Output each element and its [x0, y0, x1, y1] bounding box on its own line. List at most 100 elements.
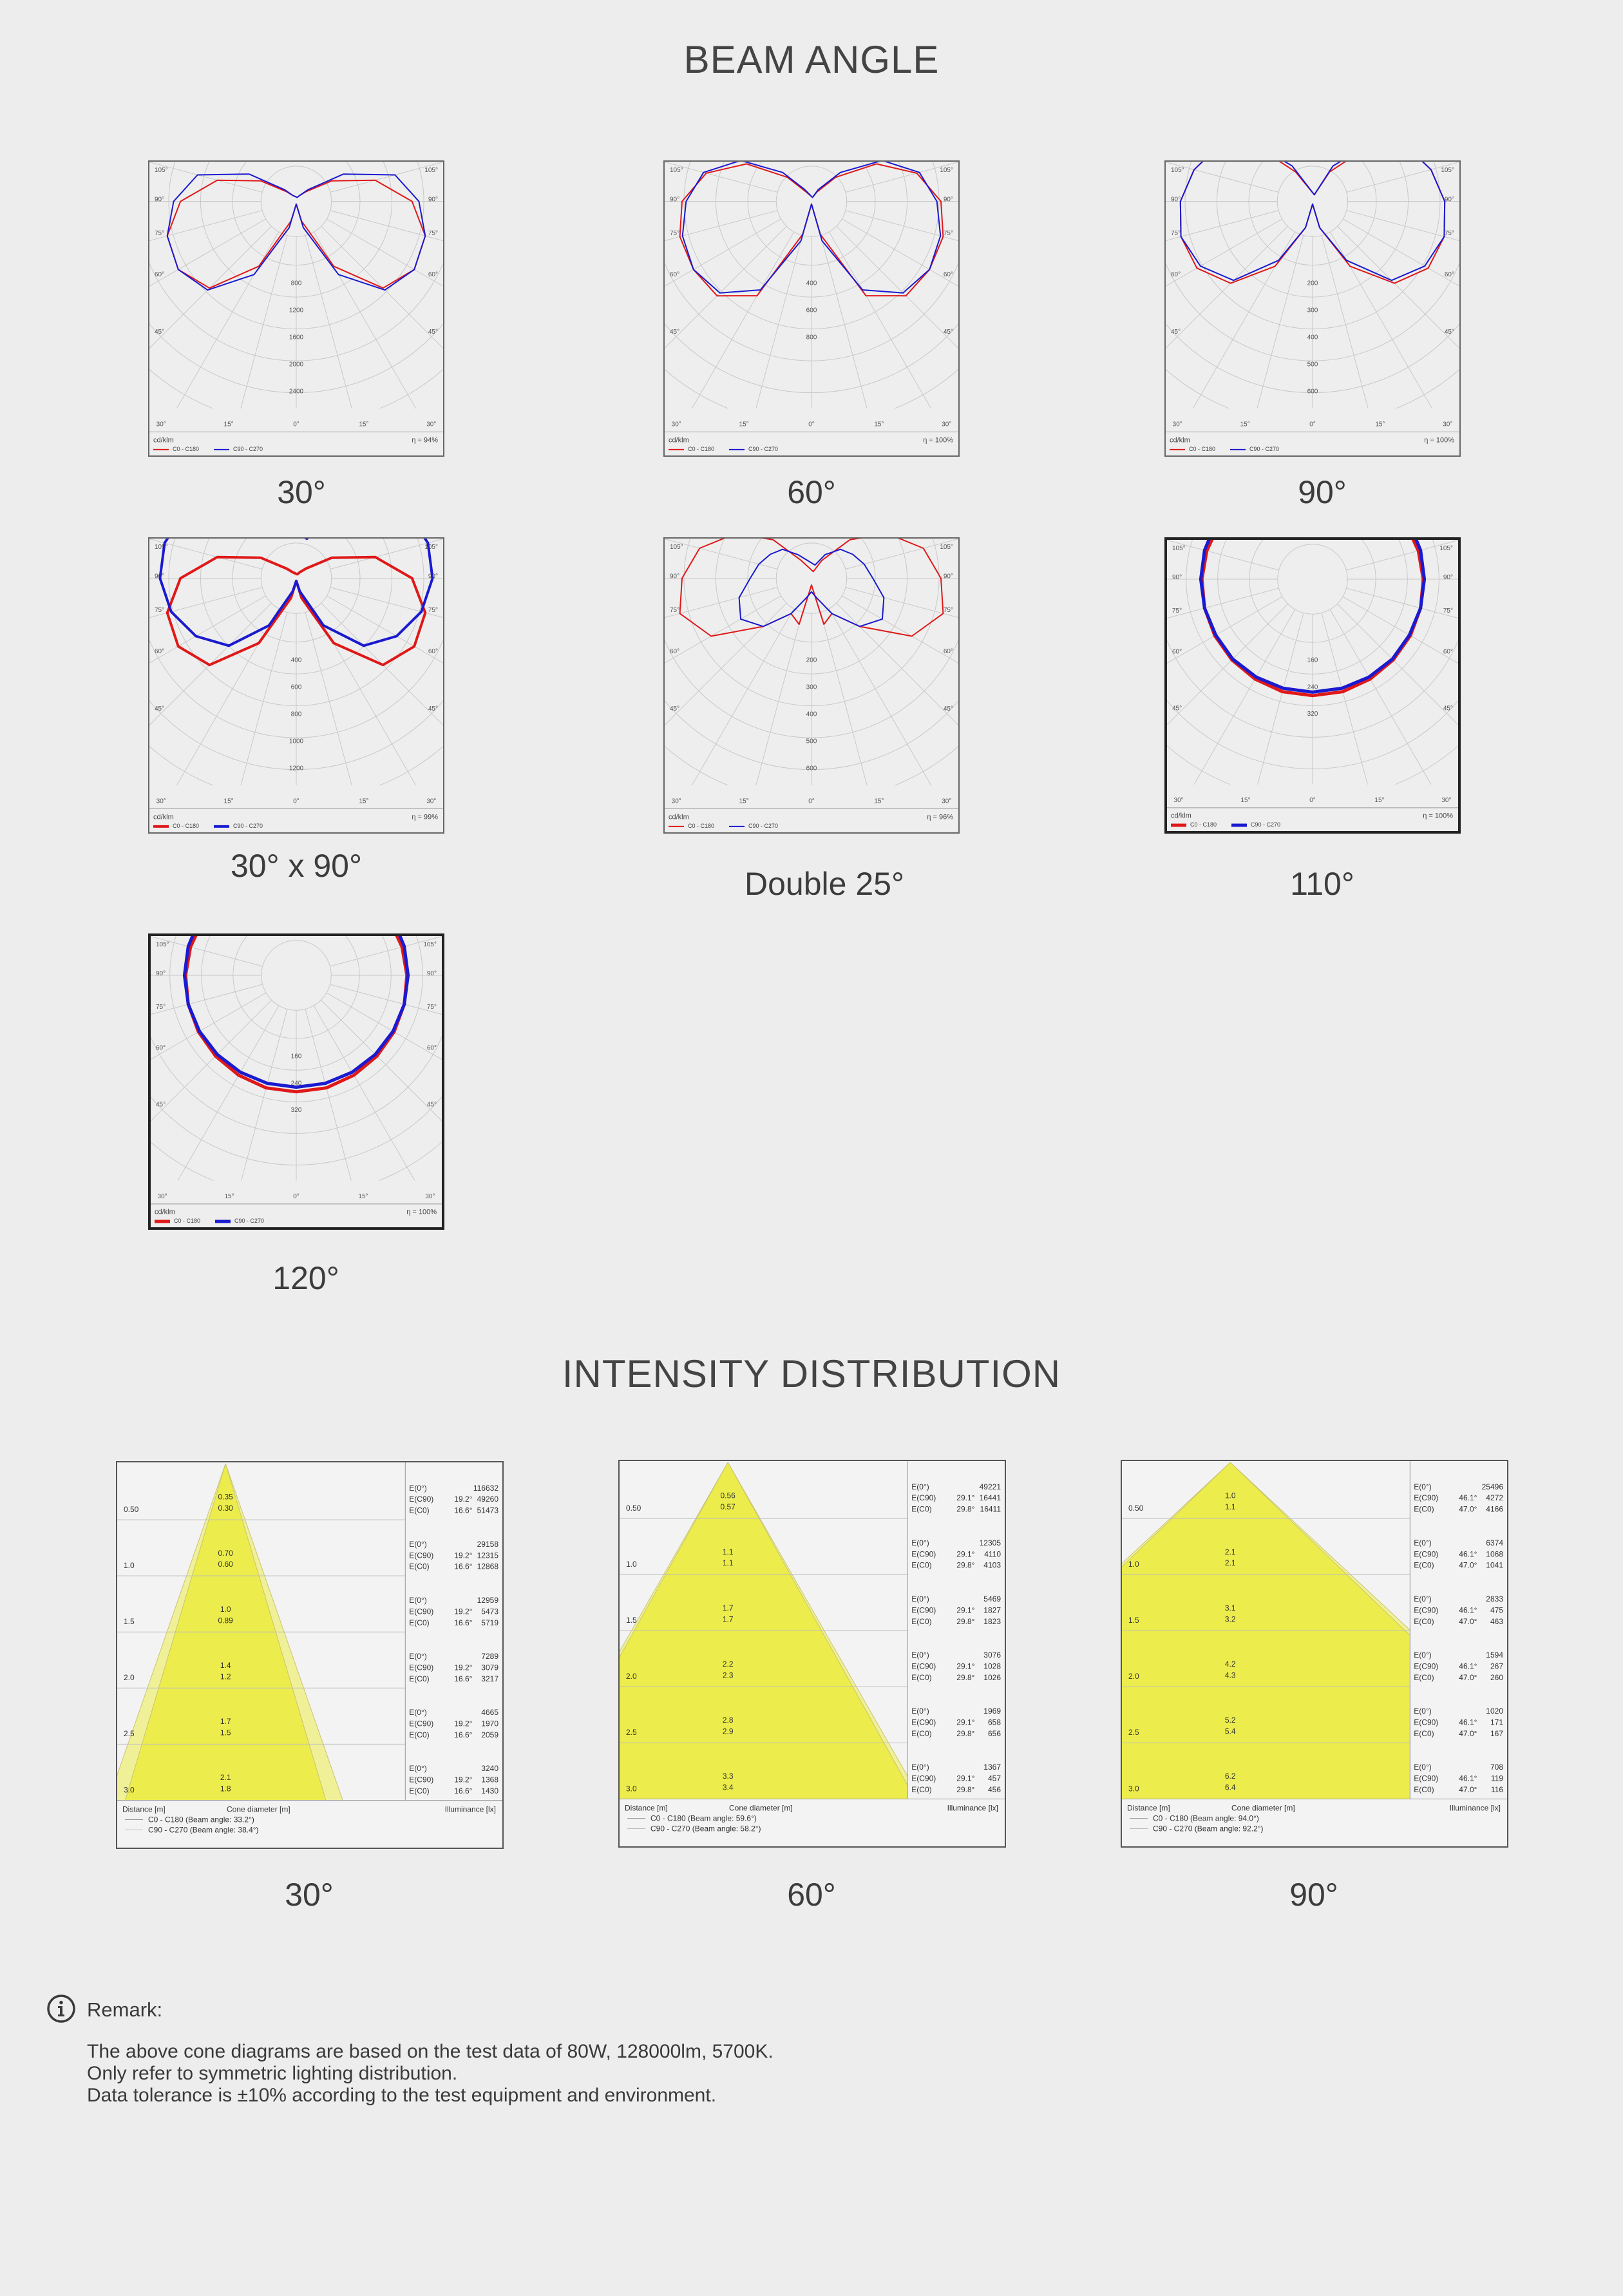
- legend-label-c90-c270: C90 - C270: [233, 446, 263, 452]
- polar-grid-spoke: [1166, 201, 1313, 242]
- polar-grid-spoke: [1167, 579, 1313, 664]
- legend-label-c0-c180: C0 - C180: [173, 823, 199, 829]
- polar-efficiency-label: η = 100%: [923, 436, 953, 444]
- cone-ec90-angle: 46.1°: [1459, 1661, 1477, 1670]
- polar-grid-spoke: [1312, 201, 1433, 409]
- cone-ec90-angle: 19.2°: [454, 1719, 472, 1728]
- polar-angle-label: 75°: [670, 607, 679, 614]
- polar-grid-spoke: [665, 578, 812, 618]
- polar-angle-label: 45°: [156, 1101, 166, 1108]
- polar-ring-label: 400: [806, 711, 817, 718]
- cone-ec0-value: 463: [1490, 1617, 1503, 1626]
- cone-diameter-c0: 2.1: [1225, 1547, 1236, 1556]
- polar-angle-label: 15°: [874, 421, 884, 428]
- remark-line: Only refer to symmetric lighting distrib…: [87, 2063, 458, 2084]
- cone-diameter-c0: 2.8: [723, 1716, 734, 1725]
- polar-angle-label: 30°: [426, 421, 436, 428]
- legend-label-c0-c180: C0 - C180: [688, 446, 714, 452]
- polar-grid-spoke: [149, 539, 297, 579]
- polar-angle-label: 15°: [1374, 797, 1384, 804]
- polar-angle-label: 60°: [1445, 271, 1454, 278]
- cone-ec0-value: 3217: [481, 1674, 498, 1683]
- cone-ec0-angle: 16.6°: [454, 1674, 472, 1683]
- polar-angle-label: 105°: [670, 544, 683, 551]
- polar-angle-label: 75°: [670, 230, 679, 237]
- polar-ring-label: 1600: [289, 334, 304, 341]
- cone-distance-label: 2.5: [626, 1728, 637, 1737]
- polar-grid-spoke: [1312, 579, 1458, 664]
- polar-diagram-60: 400 600 800 105° 105° 90° 90° 75° 75° 60° 60° 45° 45…: [663, 160, 960, 457]
- polar-grid-spoke: [811, 539, 958, 579]
- polar-grid-spoke: [811, 162, 958, 202]
- cone-e0-value: 49221: [980, 1482, 1001, 1491]
- legend-label-c0-c180: C0 - C180: [1190, 821, 1217, 828]
- cone-ec90-label: E(C90): [911, 1549, 936, 1558]
- cone-ec90-angle: 19.2°: [454, 1495, 472, 1504]
- cone-ec0-angle: 47.0°: [1459, 1561, 1477, 1570]
- polar-grid-spoke: [665, 539, 812, 579]
- polar-angle-label: 0°: [1309, 421, 1316, 428]
- cone-label-60: 60°: [787, 1877, 836, 1913]
- cone-illuminance-header: Illuminance [lx]: [947, 1803, 998, 1812]
- polar-grid-spoke: [691, 578, 812, 786]
- polar-ring-label: 300: [806, 684, 817, 691]
- cone-diameter-c90: 1.8: [220, 1784, 231, 1794]
- cone-diameter-c0: 1.7: [723, 1603, 734, 1612]
- cone-ec90-value: 475: [1490, 1605, 1503, 1614]
- polar-unit-label: cd/klm: [1171, 812, 1191, 820]
- polar-center-disc: [1277, 544, 1348, 615]
- cone-ec0-value: 260: [1490, 1673, 1503, 1682]
- cone-diameter-c90: 0.57: [721, 1502, 736, 1511]
- polar-angle-label: 60°: [1171, 271, 1181, 278]
- polar-ring-label: 600: [1307, 388, 1318, 396]
- polar-grid-spoke: [296, 975, 352, 1181]
- polar-grid-spoke: [296, 578, 443, 618]
- polar-center-disc: [1277, 166, 1349, 237]
- polar-ring-label: 240: [291, 1080, 302, 1087]
- cone-ec90-label: E(C90): [409, 1607, 433, 1616]
- cone-diameter-c0: 1.0: [220, 1605, 231, 1614]
- cone-illuminance-header: Illuminance [lx]: [1450, 1803, 1501, 1812]
- polar-grid-spoke: [1167, 579, 1313, 619]
- cone-legend-c90: C90 - C270 (Beam angle: 58.2°): [650, 1824, 761, 1833]
- cone-distance-label: 3.0: [626, 1784, 637, 1793]
- polar-ring-label: 320: [291, 1107, 302, 1114]
- polar-unit-label: cd/klm: [669, 813, 689, 821]
- cone-ec90-label: E(C90): [1414, 1774, 1438, 1783]
- polar-angle-label: 15°: [358, 1193, 368, 1200]
- cone-e0-value: 6374: [1486, 1538, 1503, 1547]
- cone-legend-c0: C0 - C180 (Beam angle: 59.6°): [650, 1813, 757, 1822]
- info-icon: [47, 1995, 75, 2023]
- cone-ec90-label: E(C90): [911, 1774, 936, 1783]
- polar-grid-spoke: [1166, 162, 1313, 202]
- polar-curve-c90-c270: [158, 539, 434, 647]
- polar-grid-spoke: [241, 975, 297, 1181]
- polar-center-disc: [775, 542, 848, 614]
- cone-diameter-c0: 0.56: [721, 1491, 736, 1500]
- polar-grid-spoke: [149, 578, 297, 618]
- cone-e0-label: E(0°): [409, 1484, 426, 1493]
- polar-angle-label: 30°: [1441, 797, 1451, 804]
- polar-unit-label: cd/klm: [153, 813, 174, 821]
- polar-grid-spoke: [1166, 201, 1313, 287]
- cone-diameter-c0: 2.2: [723, 1660, 734, 1669]
- polar-grid-spoke: [1192, 201, 1313, 409]
- cone-ec90-value: 3079: [481, 1663, 498, 1672]
- polar-angle-label: 45°: [155, 705, 164, 713]
- polar-angle-label: 75°: [944, 607, 953, 614]
- cone-diameter-header: Cone diameter [m]: [227, 1804, 290, 1813]
- cone-e0-label: E(0°): [911, 1650, 929, 1660]
- cone-e0-label: E(0°): [409, 1596, 426, 1605]
- cone-e0-label: E(0°): [911, 1538, 929, 1547]
- cone-ec0-label: E(C0): [911, 1729, 931, 1738]
- polar-angle-label: 60°: [156, 1044, 166, 1051]
- cone-ec90-label: E(C90): [1414, 1718, 1438, 1727]
- cone-ec90-angle: 46.1°: [1459, 1774, 1477, 1783]
- cone-ec0-angle: 47.0°: [1459, 1617, 1477, 1626]
- polar-grid-spoke: [1312, 540, 1458, 580]
- cone-distance-header: Distance [m]: [625, 1803, 668, 1812]
- polar-grid-spoke: [296, 539, 443, 579]
- polar-grid-spoke: [176, 578, 297, 786]
- polar-angle-label: 15°: [1240, 797, 1250, 804]
- cone-diameter-c90: 1.2: [220, 1672, 231, 1681]
